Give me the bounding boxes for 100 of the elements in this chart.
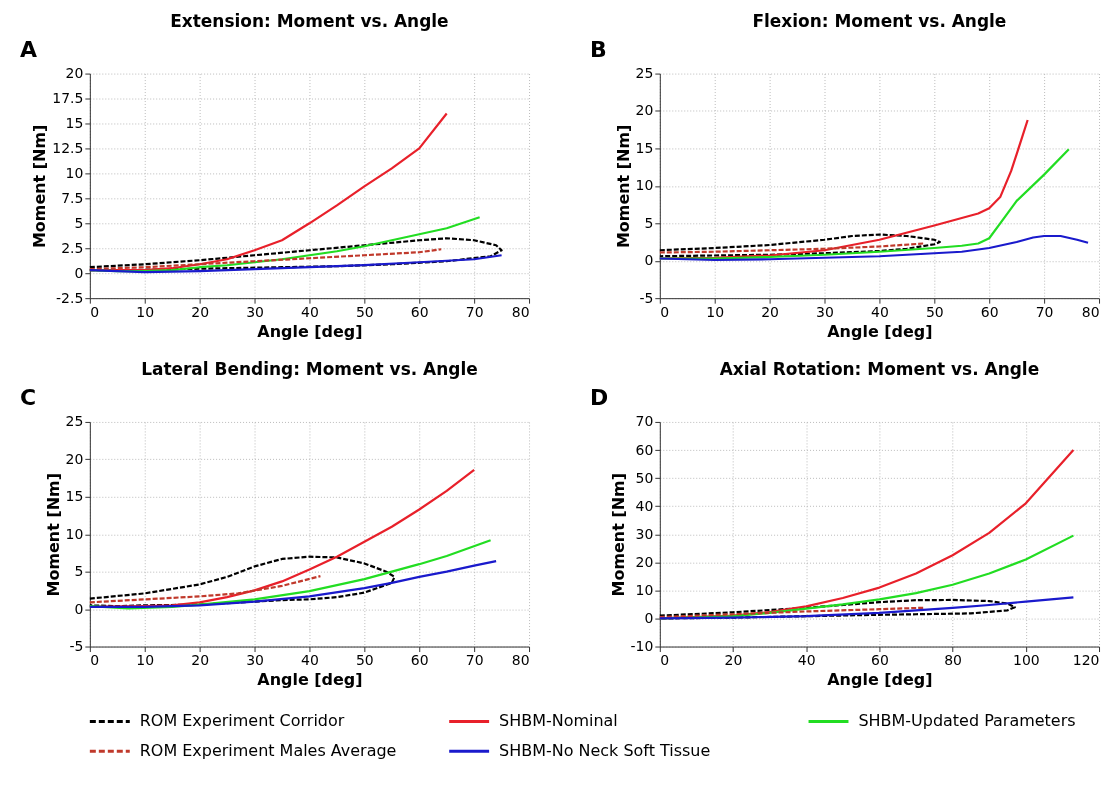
x-tick-label: 30: [246, 303, 264, 320]
y-tick-label: -5: [639, 289, 654, 306]
legend-label: SHBM-Updated Parameters: [858, 711, 1076, 731]
line-series: [658, 606, 925, 619]
x-tick-label: 0: [90, 652, 100, 668]
line-series: [88, 248, 443, 271]
legend-label: ROM Experiment Corridor: [139, 711, 345, 731]
y-tick-label: 20: [65, 65, 84, 82]
y-tick-label: 5: [74, 563, 84, 580]
y-tick-label: 20: [65, 450, 84, 467]
line-series: [658, 596, 1075, 620]
x-tick-label: 40: [301, 652, 319, 668]
x-tick-label: 80: [1081, 303, 1100, 320]
x-tick-label: 10: [706, 303, 725, 320]
y-tick-label: 15: [635, 139, 654, 156]
line-series: [658, 233, 941, 258]
x-tick-label: 0: [660, 652, 670, 668]
y-tick-label: 20: [635, 553, 654, 570]
line-series: [88, 254, 503, 274]
chart-title: Axial Rotation: Moment vs. Angle: [719, 359, 1040, 380]
x-tick-label: 50: [355, 303, 374, 320]
x-tick-label: 20: [191, 303, 210, 320]
x-tick-label: 40: [797, 652, 816, 668]
chart-title: Lateral Bending: Moment vs. Angle: [141, 359, 478, 380]
x-tick-label: 60: [871, 652, 889, 668]
line-series: [88, 575, 322, 604]
x-tick-label: 50: [355, 652, 374, 668]
line-series: [88, 539, 492, 610]
x-axis-title: Angle [deg]: [257, 321, 363, 341]
x-tick-label: 70: [465, 303, 484, 320]
y-tick-label: 70: [635, 413, 654, 430]
x-tick-label: 30: [816, 303, 834, 320]
x-tick-label: 80: [511, 303, 530, 320]
x-tick-label: 10: [136, 303, 155, 320]
y-tick-label: 10: [635, 177, 654, 194]
x-tick-label: 0: [660, 303, 670, 320]
y-axis-title: Moment [Nm]: [30, 124, 50, 249]
y-tick-label: 0: [74, 264, 84, 281]
x-axis-title: Angle [deg]: [257, 669, 363, 689]
x-tick-label: 80: [511, 652, 530, 668]
x-tick-label: 120: [1072, 652, 1100, 668]
x-tick-label: 10: [136, 652, 155, 668]
line-series: [88, 237, 503, 272]
x-tick-label: 70: [1035, 303, 1054, 320]
line-series: [658, 234, 1090, 262]
y-tick-label: 5: [74, 214, 84, 231]
legend-label: ROM Experiment Males Average: [139, 741, 397, 761]
line-series: [658, 598, 1016, 620]
x-axis-title: Angle [deg]: [827, 669, 933, 689]
y-tick-label: 25: [65, 413, 84, 430]
chart-title: Flexion: Moment vs. Angle: [752, 10, 1007, 31]
y-tick-label: 50: [635, 469, 654, 486]
y-tick-label: 30: [635, 525, 654, 542]
x-axis-title: Angle [deg]: [827, 321, 933, 341]
x-tick-label: 60: [410, 303, 429, 320]
y-tick-label: 40: [635, 497, 654, 514]
y-tick-label: 0: [644, 252, 654, 269]
text: C: [19, 384, 37, 410]
x-tick-label: 50: [925, 303, 944, 320]
x-tick-label: 20: [724, 652, 743, 668]
y-tick-label: -5: [69, 638, 84, 655]
y-tick-label: 10: [65, 164, 84, 181]
x-tick-label: 60: [410, 652, 429, 668]
chart-title: Extension: Moment vs. Angle: [170, 10, 449, 31]
y-tick-label: 17.5: [52, 90, 84, 107]
line-series: [88, 560, 498, 608]
x-tick-label: 20: [761, 303, 779, 320]
y-tick-label: 20: [635, 102, 654, 119]
y-axis-title: Moment [Nm]: [43, 472, 63, 597]
text: A: [19, 36, 37, 62]
y-tick-label: 2.5: [61, 239, 84, 256]
y-tick-label: 60: [635, 441, 654, 458]
y-tick-label: 15: [65, 488, 84, 505]
y-axis-title: Moment [Nm]: [613, 124, 633, 249]
x-tick-label: 100: [1012, 652, 1040, 668]
x-tick-label: 60: [980, 303, 999, 320]
text: D: [589, 384, 609, 410]
y-tick-label: 12.5: [52, 139, 84, 156]
x-tick-label: 80: [944, 652, 963, 668]
y-tick-label: 10: [65, 525, 84, 542]
legend-label: SHBM-Nominal: [499, 711, 618, 731]
y-tick-label: 0: [644, 609, 654, 626]
x-tick-label: 70: [465, 652, 484, 668]
x-tick-label: 20: [191, 652, 210, 668]
x-tick-label: 40: [871, 303, 889, 320]
x-tick-label: 30: [246, 652, 264, 668]
y-tick-label: -10: [630, 638, 654, 655]
y-tick-label: 0: [74, 600, 84, 617]
y-axis-title: Moment [Nm]: [608, 472, 628, 597]
x-tick-label: 40: [301, 303, 319, 320]
y-tick-label: 5: [644, 214, 654, 231]
y-tick-label: 7.5: [61, 189, 84, 206]
y-tick-label: 10: [635, 581, 654, 598]
y-tick-label: 15: [65, 114, 84, 131]
y-tick-label: 25: [635, 65, 654, 82]
line-series: [658, 242, 925, 254]
y-tick-label: -2.5: [56, 289, 84, 306]
legend-label: SHBM-No Neck Soft Tissue: [499, 741, 711, 761]
text: B: [589, 36, 607, 62]
x-tick-label: 0: [90, 303, 100, 320]
